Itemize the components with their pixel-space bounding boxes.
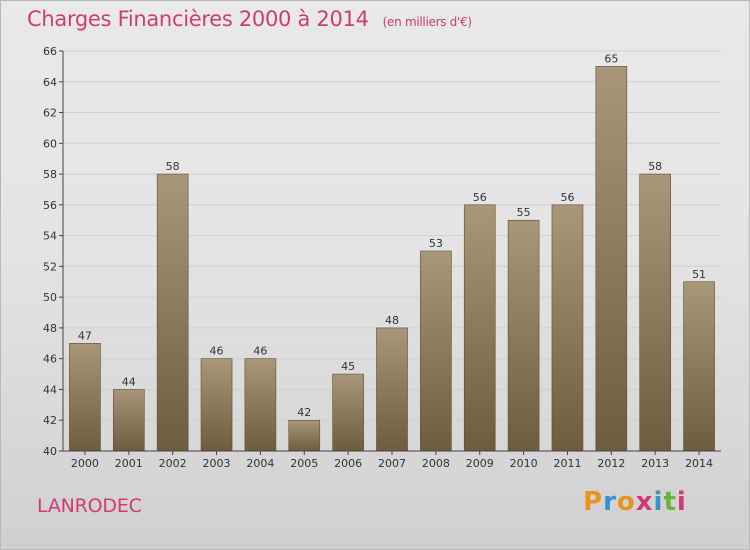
logo-letter: i <box>653 487 664 517</box>
y-tick-label: 54 <box>43 230 57 243</box>
data-label-2004: 46 <box>253 345 267 358</box>
logo-letter: P <box>583 487 604 517</box>
x-tick-label-2010: 2010 <box>510 457 538 470</box>
x-tick-label-2001: 2001 <box>115 457 143 470</box>
place-name: LANRODEC <box>37 495 142 517</box>
chart-title-text: Charges Financières 2000 à 2014 <box>27 7 369 31</box>
x-tick-label-2011: 2011 <box>553 457 581 470</box>
y-tick-label: 58 <box>43 168 57 181</box>
bar-2000 <box>69 343 101 452</box>
y-tick-label: 48 <box>43 322 57 335</box>
labels: 40 42 44 46 48 50 52 54 56 58 60 62 64 66 47 2000 44 2001… <box>43 45 713 470</box>
data-label-2003: 46 <box>210 345 224 358</box>
bar-2014 <box>683 281 715 452</box>
bar-2006 <box>332 373 364 452</box>
y-tick-label: 52 <box>43 260 57 273</box>
data-label-2010: 55 <box>517 206 531 219</box>
bar-2002 <box>156 173 189 452</box>
bar-2007 <box>376 327 408 452</box>
y-tick-label: 42 <box>43 414 57 427</box>
bars <box>69 66 715 452</box>
logo-letter: x <box>635 487 654 517</box>
y-tick-label: 64 <box>43 76 57 89</box>
chart-title: Charges Financières 2000 à 2014 (en milli… <box>27 7 472 31</box>
bar-2010 <box>507 219 540 452</box>
y-tick-label: 60 <box>43 137 57 150</box>
x-tick-label-2007: 2007 <box>378 457 406 470</box>
y-tick-label: 46 <box>43 353 57 366</box>
logo-letter: i <box>676 487 687 517</box>
data-label-2000: 47 <box>78 329 92 342</box>
data-label-2008: 53 <box>429 237 443 250</box>
x-tick-label-2002: 2002 <box>159 457 187 470</box>
x-tick-label-2006: 2006 <box>334 457 362 470</box>
x-tick-label-2003: 2003 <box>203 457 231 470</box>
x-tick-label-2005: 2005 <box>290 457 318 470</box>
data-label-2002: 58 <box>166 160 180 173</box>
bar-2013 <box>639 173 672 452</box>
data-label-2007: 48 <box>385 314 399 327</box>
bar-2005 <box>288 419 321 452</box>
data-label-2013: 58 <box>648 160 662 173</box>
data-label-2006: 45 <box>341 360 355 373</box>
data-label-2009: 56 <box>473 191 487 204</box>
chart-unit: (en milliers d'€) <box>382 15 472 29</box>
x-tick-label-2012: 2012 <box>597 457 625 470</box>
y-tick-label: 50 <box>43 291 57 304</box>
x-tick-label-2014: 2014 <box>685 457 713 470</box>
bar-2008 <box>420 250 452 452</box>
bar-2001 <box>113 389 145 452</box>
x-tick-label-2000: 2000 <box>71 457 99 470</box>
axes <box>59 50 721 455</box>
x-tick-label-2004: 2004 <box>246 457 274 470</box>
data-label-2012: 65 <box>604 52 618 65</box>
y-tick-label: 40 <box>43 445 57 458</box>
logo-letter: t <box>663 487 677 517</box>
logo-letter: o <box>616 487 636 517</box>
logo-letter: r <box>603 487 617 517</box>
y-tick-label: 44 <box>43 383 57 396</box>
bar-2011 <box>551 204 584 452</box>
proxiti-logo: Proxiti <box>583 487 687 517</box>
bar-2012 <box>595 66 628 452</box>
y-tick-label: 62 <box>43 107 57 120</box>
x-tick-label-2008: 2008 <box>422 457 450 470</box>
y-tick-label: 56 <box>43 199 57 212</box>
data-label-2014: 51 <box>692 268 706 281</box>
bar-2004 <box>244 358 277 452</box>
x-tick-label-2009: 2009 <box>466 457 494 470</box>
bar-2009 <box>463 204 496 452</box>
data-label-2001: 44 <box>122 375 136 388</box>
data-label-2005: 42 <box>297 406 311 419</box>
bar-2003 <box>200 358 233 452</box>
y-tick-label: 66 <box>43 45 57 58</box>
x-tick-label-2013: 2013 <box>641 457 669 470</box>
data-label-2011: 56 <box>560 191 574 204</box>
